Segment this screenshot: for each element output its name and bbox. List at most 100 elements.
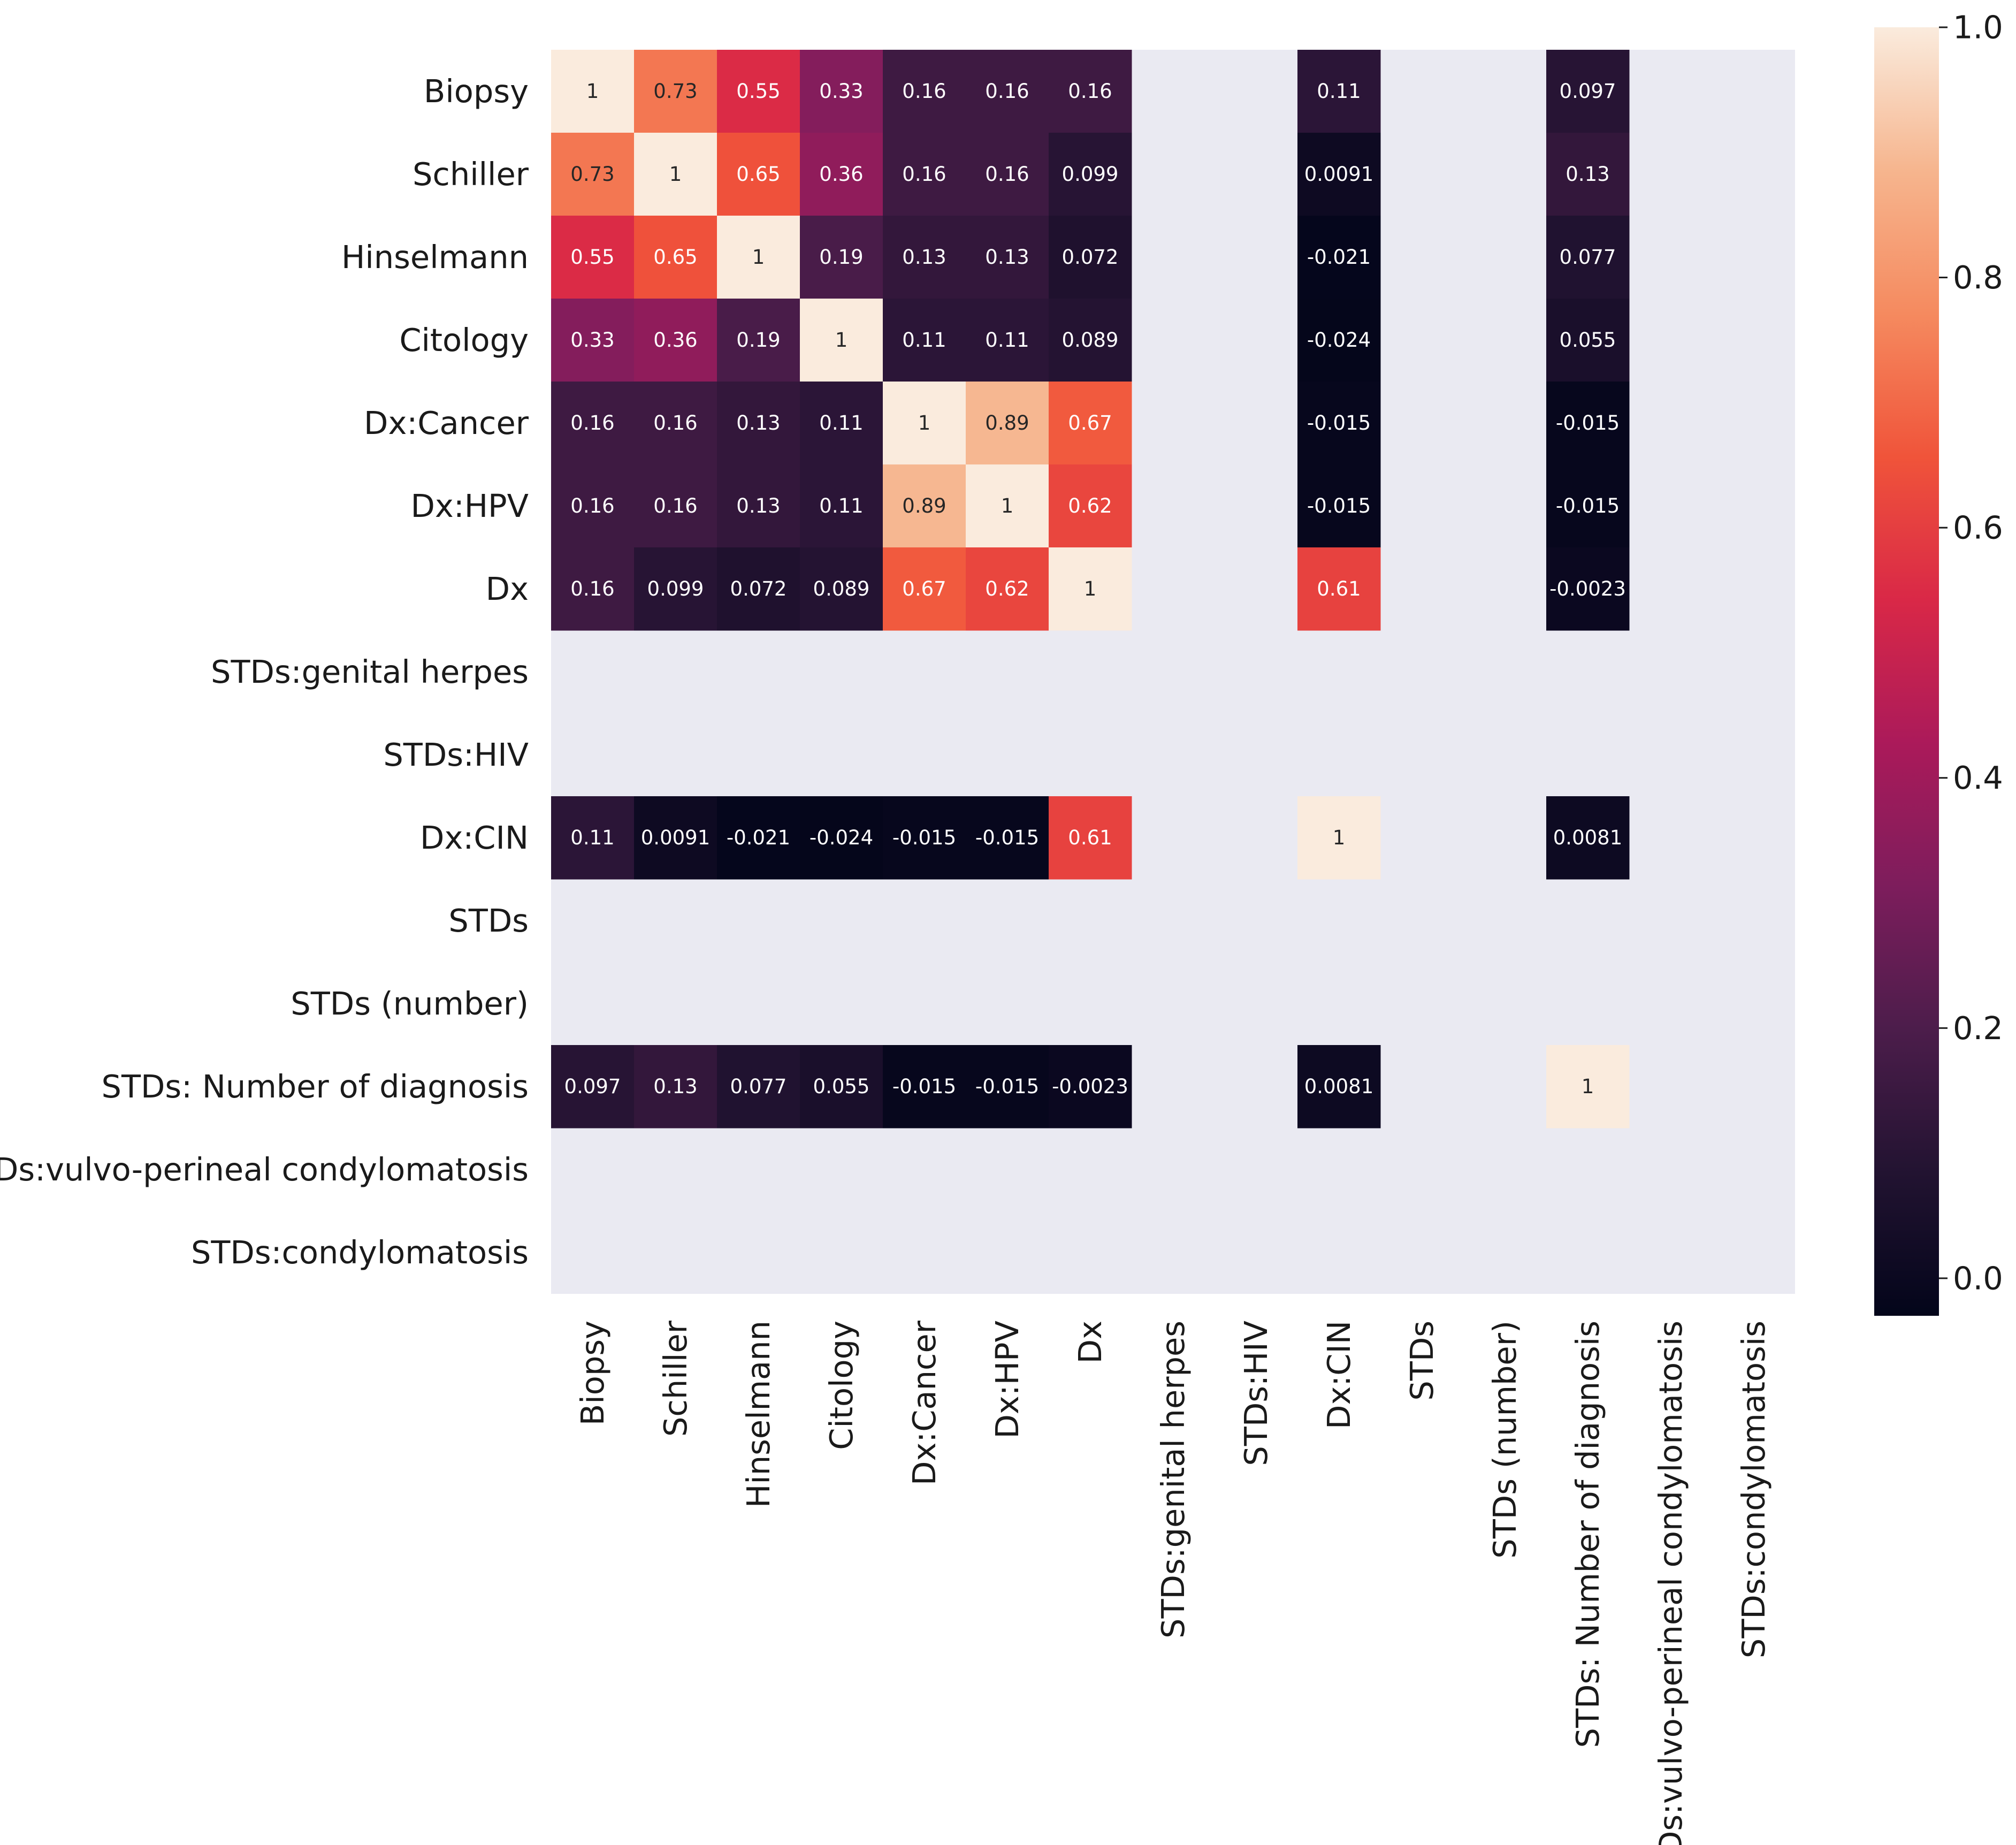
cell-value-label: 0.16 [902, 80, 946, 103]
heatmap-cell [1049, 464, 1132, 548]
cell-value-label: 0.36 [653, 329, 697, 352]
cell-value-label: 0.19 [819, 246, 863, 269]
row-label: STDs [448, 902, 529, 939]
row-label: STDs:vulvo-perineal condylomatosis [0, 1151, 529, 1188]
heatmap-cell [800, 382, 883, 465]
heatmap-cell [800, 299, 883, 382]
cell-value-label: 0.89 [902, 494, 946, 517]
cell-value-label: 0.099 [1062, 163, 1119, 186]
cell-value-label: -0.015 [975, 1075, 1039, 1098]
cell-value-label: 0.16 [902, 163, 946, 186]
heatmap-cell [1049, 133, 1132, 216]
heatmap-cells: 1 0.73 0.55 0.33 0.16 0.16 0.16 0.11 0.097 0.73 1 0… [551, 50, 1630, 1129]
heatmap-cell [1297, 547, 1381, 631]
cell-value-label: 0.097 [1560, 80, 1616, 103]
cell-value-label: -0.0023 [1052, 1075, 1128, 1098]
cell-value-label: -0.024 [810, 826, 873, 849]
column-label: STDs:vulvo-perineal condylomatosis [1652, 1321, 1689, 1845]
cell-value-label: 0.33 [570, 329, 614, 352]
heatmap-cell [717, 133, 800, 216]
row-label: STDs:condylomatosis [191, 1234, 529, 1271]
column-label: Citology [823, 1321, 860, 1450]
heatmap-cell [634, 299, 717, 382]
heatmap-cell [634, 464, 717, 548]
cell-value-label: 0.36 [819, 163, 863, 186]
cell-value-label: -0.015 [892, 1075, 956, 1098]
heatmap-cell [1297, 464, 1381, 548]
cell-value-label: -0.015 [892, 826, 956, 849]
heatmap-cell [966, 382, 1049, 465]
cell-value-label: 0.13 [736, 494, 780, 517]
heatmap-cell [800, 796, 883, 880]
heatmap-cell [551, 796, 635, 880]
cell-value-label: -0.015 [1556, 411, 1620, 434]
column-label: STDs:genital herpes [1155, 1321, 1192, 1638]
heatmap-cell [1049, 1045, 1132, 1129]
heatmap-cell [1546, 299, 1630, 382]
heatmap-cell [966, 796, 1049, 880]
cell-value-label: -0.015 [1556, 494, 1620, 517]
heatmap-cell [1297, 216, 1381, 299]
cell-value-label: -0.015 [975, 826, 1039, 849]
cell-value-label: 0.16 [570, 411, 614, 434]
cell-value-label: 0.61 [1317, 577, 1361, 600]
heatmap-cell [966, 299, 1049, 382]
heatmap-cell [551, 382, 635, 465]
cell-value-label: 0.097 [564, 1075, 621, 1098]
row-label: Biopsy [424, 73, 529, 110]
column-label: STDs [1403, 1321, 1440, 1401]
cell-value-label: 0.67 [902, 577, 946, 600]
row-label: Dx:Cancer [364, 405, 529, 441]
colorbar-tick-label: 0.4 [1953, 759, 2003, 796]
cell-value-label: 0.65 [653, 246, 697, 269]
colorbar-tick-label: 0.6 [1953, 509, 2003, 546]
heatmap-cell [551, 299, 635, 382]
heatmap-cell [1049, 50, 1132, 133]
cell-value-label: -0.021 [1307, 246, 1371, 269]
cell-value-label: 0.73 [570, 163, 614, 186]
heatmap-cell [634, 133, 717, 216]
heatmap-cell [551, 133, 635, 216]
colorbar-tick-label: 0.2 [1953, 1010, 2003, 1047]
cell-value-label: -0.015 [1307, 494, 1371, 517]
heatmap-cell [800, 133, 883, 216]
heatmap-cell [883, 50, 966, 133]
heatmap-cell [634, 216, 717, 299]
heatmap-cell [966, 1045, 1049, 1129]
heatmap-cell [883, 1045, 966, 1129]
cell-value-label: 1 [669, 163, 682, 186]
colorbar-ticks: 0.0 0.2 0.4 0.6 0.8 1.0 [1939, 9, 2003, 1297]
heatmap-cell [1546, 216, 1630, 299]
row-label: Dx:HPV [410, 487, 529, 524]
column-label: Schiller [657, 1320, 694, 1437]
heatmap-cell [634, 1045, 717, 1129]
column-labels: Biopsy Schiller Hinselmann Citology Dx:Cance… [574, 1320, 1772, 1845]
cell-value-label: 0.61 [1068, 826, 1112, 849]
heatmap-cell [1546, 796, 1630, 880]
column-label: STDs: Number of diagnosis [1569, 1321, 1606, 1748]
heatmap-cell [966, 133, 1049, 216]
heatmap-cell [1049, 796, 1132, 880]
row-label: Dx:CIN [420, 819, 529, 856]
cell-value-label: 0.33 [819, 80, 863, 103]
heatmap-cell [1297, 382, 1381, 465]
heatmap-cell [883, 464, 966, 548]
heatmap-cell [883, 299, 966, 382]
cell-value-label: 1 [835, 329, 848, 352]
cell-value-label: 0.055 [1560, 329, 1616, 352]
heatmap-cell [883, 547, 966, 631]
cell-value-label: 1 [752, 246, 765, 269]
cell-value-label: 0.11 [819, 494, 863, 517]
heatmap-cell [1297, 50, 1381, 133]
cell-value-label: 1 [1333, 826, 1346, 849]
colorbar-tick-label: 0.0 [1953, 1260, 2003, 1297]
heatmap-cell [966, 216, 1049, 299]
cell-value-label: 0.73 [653, 80, 697, 103]
heatmap-cell [634, 382, 717, 465]
heatmap-cell [1546, 382, 1630, 465]
column-label: Dx:Cancer [906, 1320, 943, 1485]
cell-value-label: 0.055 [813, 1075, 870, 1098]
cell-value-label: 0.11 [570, 826, 614, 849]
heatmap-cell [1297, 1045, 1381, 1129]
